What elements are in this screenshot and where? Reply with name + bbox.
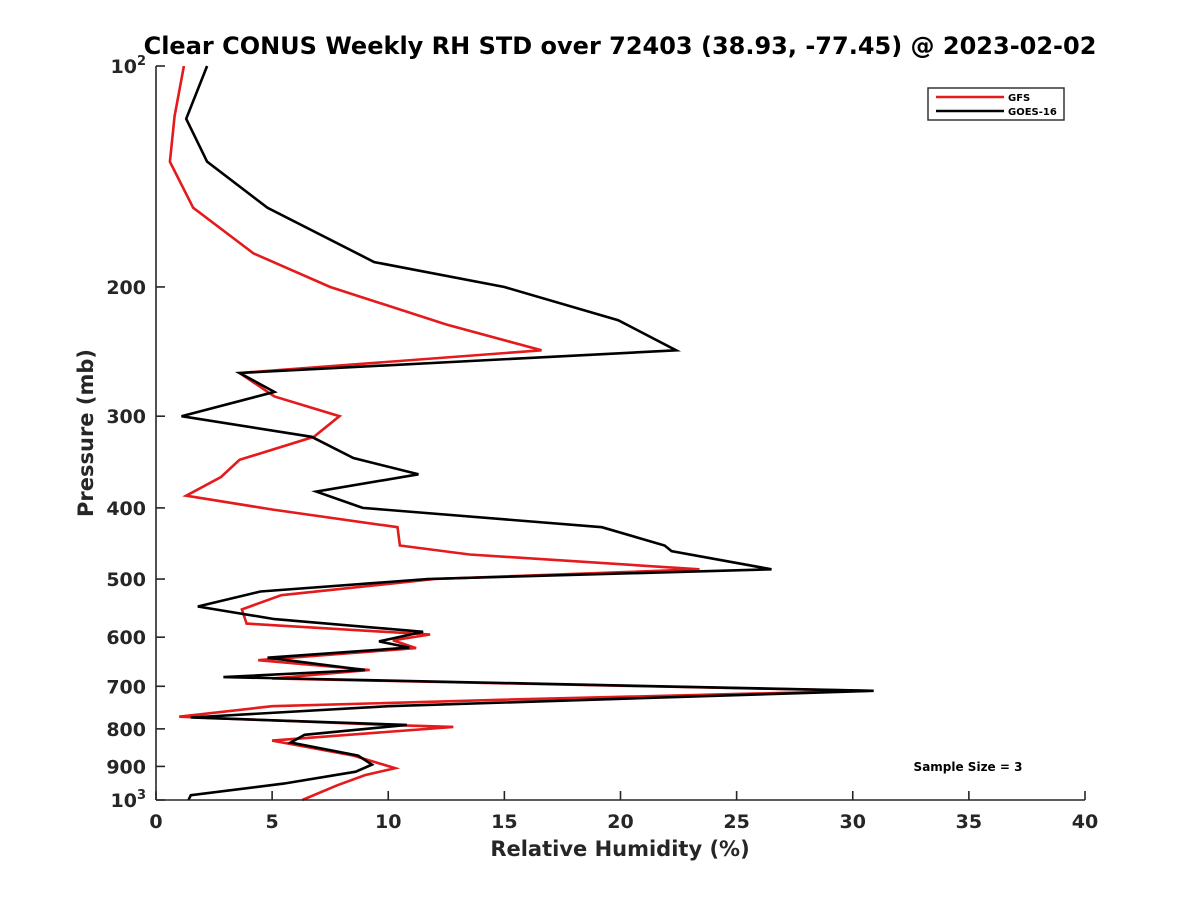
x-tick-label: 0: [149, 811, 162, 833]
series-line-goes-16: [181, 65, 874, 801]
x-tick-label: 10: [375, 811, 401, 833]
y-tick-label: 900: [106, 756, 146, 778]
axes: 0 5 10 15 20 25 30 35 40 102 200 300 400 500 600 700 800…: [106, 54, 1098, 833]
x-tick-label: 25: [723, 811, 749, 833]
y-tick-label: 600: [106, 627, 146, 649]
y-axis-label: Pressure (mb): [74, 349, 98, 517]
sample-size-annotation: Sample Size = 3: [914, 760, 1023, 774]
y-tick-label: 700: [106, 676, 146, 698]
x-tick-label: 20: [607, 811, 633, 833]
x-tick-label: 40: [1072, 811, 1098, 833]
y-tick-label: 400: [106, 498, 146, 520]
y-tick-label: 200: [106, 277, 146, 299]
x-tick-label: 15: [491, 811, 517, 833]
legend-label-goes-16: GOES-16: [1008, 107, 1057, 118]
y-tick-label: 800: [106, 719, 146, 741]
y-tick-label: 102: [111, 54, 147, 78]
plot-area: [168, 65, 874, 802]
legend: GFS GOES-16: [927, 87, 1065, 121]
x-tick-label: 5: [266, 811, 279, 833]
y-tick-label: 500: [106, 569, 146, 591]
y-tick-label: 300: [106, 406, 146, 428]
x-tick-label: 30: [840, 811, 866, 833]
x-axis-label: Relative Humidity (%): [490, 837, 749, 861]
y-tick-label: 103: [111, 788, 147, 812]
chart-title: Clear CONUS Weekly RH STD over 72403 (38…: [144, 32, 1097, 60]
series-line-gfs: [168, 65, 867, 802]
legend-label-gfs: GFS: [1008, 93, 1030, 104]
legend-box: [927, 87, 1065, 121]
x-tick-label: 35: [956, 811, 982, 833]
